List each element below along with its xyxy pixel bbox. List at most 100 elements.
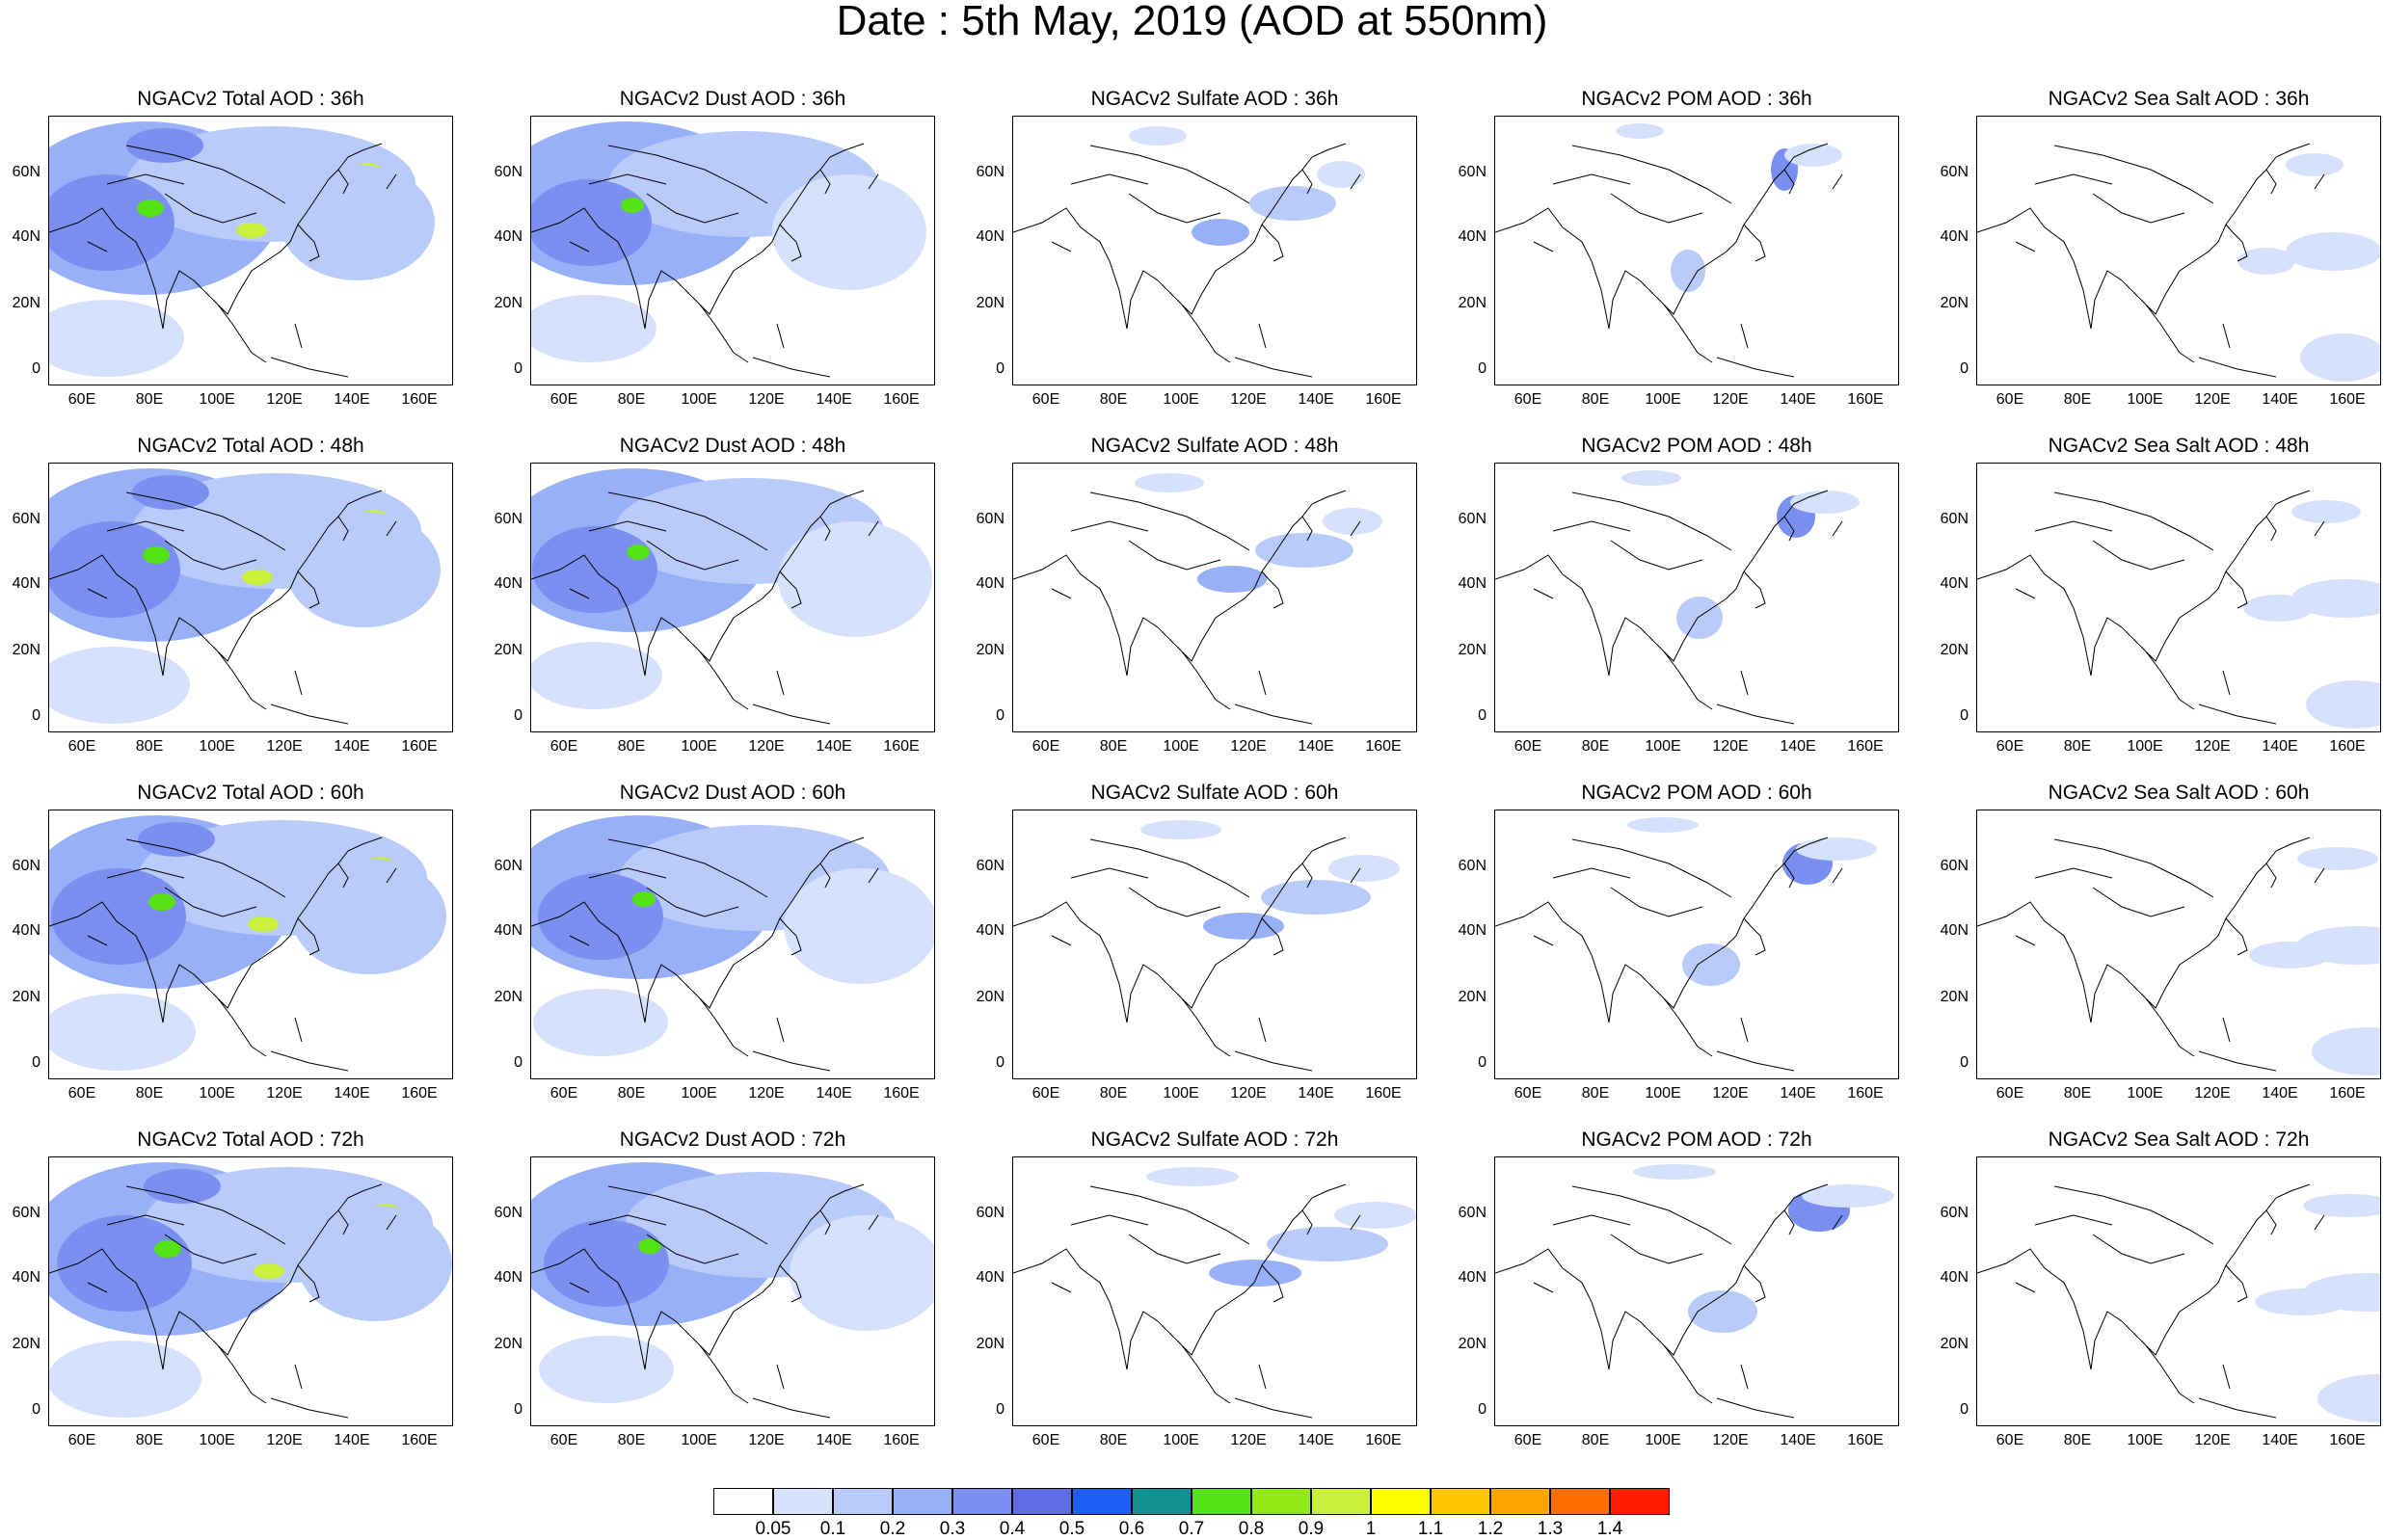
- aod-field: [137, 199, 164, 217]
- lat-tick-label: 0: [32, 1401, 40, 1418]
- lon-tick-label: 160E: [1365, 391, 1402, 408]
- lat-tick-label: 60N: [494, 164, 522, 180]
- aod-map: [1012, 463, 1417, 732]
- lon-tick-label: 120E: [266, 391, 303, 408]
- coastline: [1977, 143, 2325, 378]
- lat-tick-label: 20N: [494, 295, 522, 311]
- lat-tick-label: 60N: [12, 858, 40, 874]
- lon-tick-label: 100E: [2127, 738, 2163, 755]
- lon-tick-label: 80E: [617, 391, 646, 408]
- colorbar-swatch: [1490, 1488, 1550, 1515]
- colorbar-swatch: [952, 1488, 1012, 1515]
- lon-tick-label: 160E: [883, 1085, 920, 1102]
- lat-tick-label: 0: [1960, 707, 1969, 724]
- colorbar-label: 1.4: [1596, 1519, 1623, 1539]
- lon-tick-label: 120E: [1230, 391, 1267, 408]
- lat-tick-label: 40N: [1940, 1269, 1969, 1286]
- aod-map: [530, 463, 935, 732]
- lon-tick-label: 140E: [1298, 1432, 1334, 1448]
- lon-tick-label: 80E: [1099, 391, 1128, 408]
- lon-tick-label: 100E: [199, 1432, 235, 1448]
- aod-field: [236, 223, 267, 238]
- lat-tick-label: 60N: [1458, 511, 1487, 527]
- aod-field: [132, 475, 209, 510]
- lat-tick-label: 40N: [1940, 228, 1969, 245]
- map-panel: NGACv2 Dust AOD : 36h 60N 40N 20N 0 60E 80E 100…: [482, 87, 935, 408]
- lat-tick-label: 40N: [1458, 922, 1487, 939]
- lat-tick-label: 0: [1478, 1401, 1487, 1418]
- lon-tick-label: 160E: [1365, 1432, 1402, 1448]
- map-panel: NGACv2 Dust AOD : 72h 60N 40N 20N 0 60E 80E 100…: [482, 1128, 935, 1448]
- lon-tick-label: 60E: [1031, 738, 1060, 755]
- lon-tick-label: 60E: [1513, 1432, 1542, 1448]
- coastline: [49, 490, 397, 725]
- panel-title: NGACv2 Sulfate AOD : 48h: [1090, 435, 1339, 457]
- map-panel: NGACv2 Total AOD : 36h 60N 40N 20N 0 60E 80E 10…: [0, 87, 453, 408]
- lon-tick-label: 160E: [401, 1432, 438, 1448]
- aod-field: [292, 859, 446, 974]
- aod-field: [790, 1215, 934, 1331]
- colorbar-swatch: [1371, 1488, 1431, 1515]
- lat-tick-label: 0: [996, 707, 1004, 724]
- aod-field: [49, 174, 174, 271]
- lat-tick-label: 0: [996, 360, 1004, 377]
- lat-tick-label: 60N: [1458, 858, 1487, 874]
- aod-field: [632, 891, 656, 907]
- colorbar-swatch: [773, 1488, 833, 1515]
- lon-tick-label: 140E: [334, 391, 370, 408]
- lat-tick-label: 60N: [12, 164, 40, 180]
- map-panel: NGACv2 POM AOD : 60h 60N 40N 20N 0 60E 80E 100E…: [1446, 781, 1899, 1102]
- aod-map: [48, 810, 453, 1079]
- panel-title: NGACv2 Dust AOD : 36h: [619, 88, 846, 110]
- aod-field: [531, 642, 662, 709]
- aod-map: [530, 810, 935, 1079]
- aod-field: [1627, 817, 1699, 833]
- lat-tick-label: 40N: [12, 1269, 40, 1286]
- aod-field: [1682, 943, 1740, 986]
- lat-tick-label: 60N: [976, 164, 1004, 180]
- colorbar-label: 1.3: [1537, 1519, 1564, 1539]
- coastline: [1977, 836, 2325, 1072]
- lon-tick-label: 100E: [199, 1085, 235, 1102]
- panel-title: NGACv2 Sea Salt AOD : 48h: [2048, 435, 2310, 457]
- lat-tick-label: 40N: [494, 228, 522, 245]
- aod-field: [242, 570, 273, 585]
- aod-map: [48, 463, 453, 732]
- aod-field: [126, 128, 203, 163]
- aod-field: [1676, 597, 1723, 639]
- map-panel: NGACv2 Sea Salt AOD : 36h 60N 40N 20N 0 60E 80…: [1928, 87, 2381, 408]
- lat-tick-label: 20N: [12, 1336, 40, 1352]
- lat-tick-label: 0: [1478, 1054, 1487, 1071]
- aod-field: [1192, 219, 1249, 246]
- aod-field: [2243, 595, 2313, 622]
- coastline: [1495, 1183, 1843, 1419]
- aod-map: [48, 1156, 453, 1426]
- map-panel: NGACv2 Dust AOD : 60h 60N 40N 20N 0 60E 80E 100…: [482, 781, 935, 1102]
- aod-field: [1621, 470, 1681, 486]
- aod-field: [1328, 855, 1400, 882]
- colorbar-swatch: [1072, 1488, 1132, 1515]
- lat-tick-label: 60N: [1458, 164, 1487, 180]
- aod-field: [154, 1240, 181, 1258]
- lon-tick-label: 160E: [883, 391, 920, 408]
- lon-tick-label: 140E: [1298, 1085, 1334, 1102]
- lat-tick-label: 60N: [494, 1205, 522, 1221]
- map-panel: NGACv2 POM AOD : 36h 60N 40N 20N 0 60E 80E 100E…: [1446, 87, 1899, 408]
- coastline: [1495, 143, 1843, 378]
- aod-map: [1494, 463, 1899, 732]
- lon-tick-label: 100E: [199, 391, 235, 408]
- lon-tick-label: 100E: [2127, 391, 2163, 408]
- lon-tick-label: 100E: [681, 738, 717, 755]
- lon-tick-label: 60E: [1513, 391, 1542, 408]
- lon-tick-label: 80E: [2063, 738, 2092, 755]
- lon-tick-label: 140E: [816, 1432, 852, 1448]
- lon-tick-label: 80E: [2063, 1085, 2092, 1102]
- aod-field: [57, 1215, 192, 1312]
- lon-tick-label: 80E: [1581, 391, 1610, 408]
- lon-tick-label: 80E: [617, 1432, 646, 1448]
- lon-tick-label: 80E: [1099, 1085, 1128, 1102]
- aod-field: [1267, 1227, 1388, 1261]
- lon-tick-label: 160E: [1847, 1085, 1884, 1102]
- lat-tick-label: 60N: [1940, 511, 1969, 527]
- lon-tick-label: 140E: [1298, 738, 1334, 755]
